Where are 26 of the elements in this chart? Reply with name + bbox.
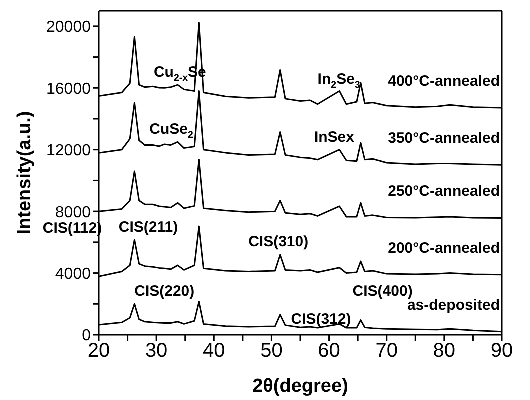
annotation: CIS(312) — [291, 311, 352, 328]
x-tick-label: 90 — [490, 340, 514, 362]
annotation: CIS(211) — [118, 218, 178, 236]
x-tick-label: 40 — [203, 340, 226, 362]
series-label: 400°C-annealed — [388, 73, 500, 90]
x-tick-label: 50 — [260, 340, 283, 362]
x-axis-title: 2θ(degree) — [252, 376, 348, 397]
annotation: CIS(400) — [352, 282, 413, 300]
series-label: 250°C-annealed — [388, 183, 500, 200]
series-label: 350°C-annealed — [388, 130, 500, 148]
y-axis-title: Intensity(a.u.) — [14, 111, 36, 235]
y-tick-label: 16000 — [46, 80, 92, 98]
y-tick-label: 20000 — [46, 19, 92, 36]
series-label: 200°C-annealed — [388, 240, 500, 257]
x-tick-label: 80 — [433, 340, 456, 362]
annotation: In$_{2}$Se$_{3}$ — [318, 70, 361, 91]
annotation: InSex — [314, 128, 356, 146]
y-tick-label: 12000 — [46, 142, 92, 160]
y-tick-label: 8000 — [55, 204, 92, 222]
annotation: CIS(310) — [248, 233, 309, 250]
x-tick-label: 70 — [376, 340, 398, 362]
annotation: CIS(220) — [134, 282, 195, 300]
y-tick-label: 4000 — [55, 266, 92, 283]
annotation: CuSe$_{2}$ — [150, 120, 194, 142]
x-tick-label: 60 — [318, 340, 340, 362]
x-tick-label: 30 — [145, 340, 168, 362]
